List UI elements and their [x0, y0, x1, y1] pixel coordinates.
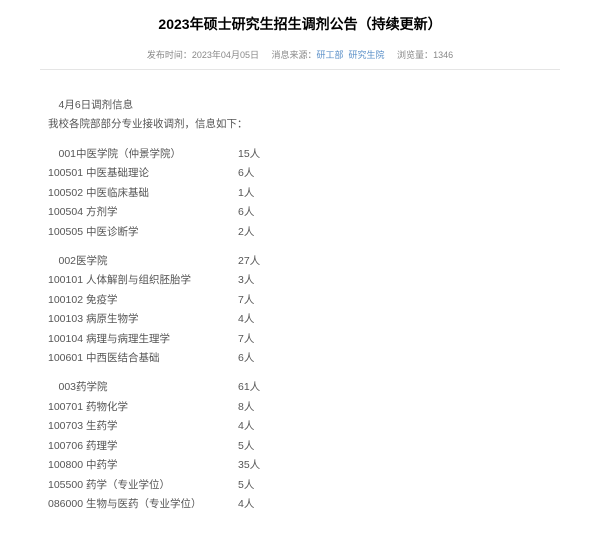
source-link-2[interactable]: 研究生院	[349, 50, 385, 60]
row-count: 35人	[238, 456, 260, 475]
spacer	[48, 368, 560, 378]
row-count: 4人	[238, 310, 254, 329]
data-row: 100505 中医诊断学2人	[48, 223, 560, 242]
row-count: 2人	[238, 223, 254, 242]
row-count: 4人	[238, 495, 254, 514]
data-row: 100706 药理学5人	[48, 437, 560, 456]
data-row: 100703 生药学4人	[48, 417, 560, 436]
section-count: 27人	[238, 252, 260, 271]
row-count: 7人	[238, 330, 254, 349]
document-page: 2023年硕士研究生招生调剂公告（持续更新） 发布时间：2023年04月05日 …	[0, 0, 600, 514]
data-row: 100601 中西医结合基础6人	[48, 349, 560, 368]
row-count: 6人	[238, 203, 254, 222]
row-label: 100504 方剂学	[48, 203, 238, 222]
row-label: 100701 药物化学	[48, 398, 238, 417]
data-row: 100102 免疫学7人	[48, 291, 560, 310]
row-count: 6人	[238, 349, 254, 368]
intro-line-2: 我校各院部部分专业接收调剂，信息如下：	[48, 115, 560, 134]
intro-line-1: 4月6日调剂信息	[48, 96, 560, 115]
row-count: 1人	[238, 184, 254, 203]
spacer	[48, 135, 560, 145]
row-count: 5人	[238, 476, 254, 495]
data-row: 100101 人体解剖与组织胚胎学3人	[48, 271, 560, 290]
source-link-1[interactable]: 研工部	[316, 50, 343, 60]
section-count: 61人	[238, 378, 260, 397]
source-label: 消息来源：	[271, 50, 316, 60]
row-count: 3人	[238, 271, 254, 290]
row-label: 100102 免疫学	[48, 291, 238, 310]
section-title: 001中医学院（仲景学院）	[48, 145, 238, 164]
row-label: 100703 生药学	[48, 417, 238, 436]
row-label: 105500 药学（专业学位）	[48, 476, 238, 495]
row-label: 100104 病理与病理生理学	[48, 330, 238, 349]
data-row: 100701 药物化学8人	[48, 398, 560, 417]
row-label: 100501 中医基础理论	[48, 164, 238, 183]
section-header: 003药学院 61人	[48, 378, 560, 397]
row-label: 100103 病原生物学	[48, 310, 238, 329]
row-label: 100800 中药学	[48, 456, 238, 475]
row-count: 7人	[238, 291, 254, 310]
section-header: 002医学院 27人	[48, 252, 560, 271]
spacer	[48, 242, 560, 252]
section-count: 15人	[238, 145, 260, 164]
section-title: 003药学院	[48, 378, 238, 397]
data-row: 100501 中医基础理论6人	[48, 164, 560, 183]
row-label: 100505 中医诊断学	[48, 223, 238, 242]
section-header: 001中医学院（仲景学院） 15人	[48, 145, 560, 164]
row-count: 8人	[238, 398, 254, 417]
data-row: 100104 病理与病理生理学7人	[48, 330, 560, 349]
content-body: 4月6日调剂信息 我校各院部部分专业接收调剂，信息如下： 001中医学院（仲景学…	[40, 96, 560, 514]
row-count: 6人	[238, 164, 254, 183]
views-count: 1346	[433, 50, 453, 60]
row-label: 100101 人体解剖与组织胚胎学	[48, 271, 238, 290]
data-row: 105500 药学（专业学位）5人	[48, 476, 560, 495]
page-title: 2023年硕士研究生招生调剂公告（持续更新）	[40, 14, 560, 34]
row-count: 5人	[238, 437, 254, 456]
data-row: 100103 病原生物学4人	[48, 310, 560, 329]
section-title: 002医学院	[48, 252, 238, 271]
publish-label: 发布时间：	[147, 50, 192, 60]
data-row: 086000 生物与医药（专业学位）4人	[48, 495, 560, 514]
data-row: 100502 中医临床基础1人	[48, 184, 560, 203]
data-row: 100504 方剂学6人	[48, 203, 560, 222]
views-label: 浏览量：	[397, 50, 433, 60]
row-label: 100601 中西医结合基础	[48, 349, 238, 368]
row-count: 4人	[238, 417, 254, 436]
publish-time: 2023年04月05日	[192, 50, 259, 60]
data-row: 100800 中药学35人	[48, 456, 560, 475]
row-label: 086000 生物与医药（专业学位）	[48, 495, 238, 514]
row-label: 100706 药理学	[48, 437, 238, 456]
meta-row: 发布时间：2023年04月05日 消息来源：研工部 研究生院 浏览量：1346	[40, 48, 560, 70]
row-label: 100502 中医临床基础	[48, 184, 238, 203]
